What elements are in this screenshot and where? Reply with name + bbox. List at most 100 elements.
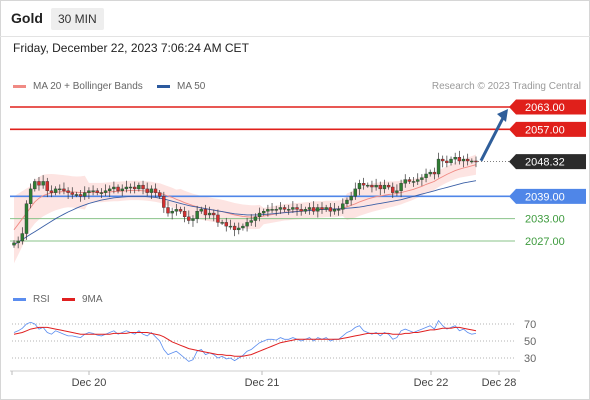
- candle-body: [424, 173, 428, 178]
- candle-body: [58, 188, 62, 191]
- candle-body: [316, 207, 320, 212]
- x-axis-label-dec-22: Dec 22: [414, 377, 449, 389]
- candle-body: [174, 209, 179, 212]
- forecast-arrow-shaft: [479, 115, 506, 162]
- candle-body: [237, 227, 241, 231]
- candle-body: [341, 203, 345, 210]
- candle-body: [453, 157, 457, 160]
- candle-body: [41, 181, 45, 186]
- ma50-line: [13, 180, 477, 246]
- research-credit: Research © 2023 Trading Central: [431, 81, 581, 92]
- candle-body: [257, 212, 262, 218]
- candle-body: [349, 196, 353, 201]
- candle-body: [370, 184, 374, 188]
- candle-body: [49, 190, 54, 193]
- legend-rsi: RSI: [13, 294, 50, 305]
- candle-body: [403, 179, 407, 184]
- header-divider: [0, 36, 590, 37]
- candle-body: [303, 209, 308, 212]
- candle-body: [282, 207, 287, 210]
- candle-body: [278, 207, 283, 210]
- ma9-swatch: [62, 298, 75, 301]
- candle-body: [287, 209, 291, 211]
- candle-body: [270, 209, 274, 211]
- candle-body: [378, 184, 382, 190]
- ma50-swatch: [157, 85, 170, 88]
- candle-body: [291, 207, 295, 210]
- candle-body: [116, 186, 120, 191]
- candle-body: [241, 225, 245, 229]
- candle-body: [33, 181, 37, 190]
- candle-body: [195, 211, 199, 219]
- candle-body: [170, 211, 174, 214]
- candle-body: [137, 184, 141, 190]
- candle-body: [449, 158, 453, 164]
- candle-body: [199, 209, 203, 212]
- candle-body: [45, 181, 49, 191]
- legend-rsi-label: RSI: [33, 294, 50, 305]
- instrument-title: Gold: [11, 10, 43, 26]
- legend-ma50: MA 50: [157, 81, 205, 92]
- level-label-2063.00: 2063.00: [525, 102, 565, 114]
- candle-body: [12, 242, 16, 246]
- candle-body: [83, 192, 87, 197]
- x-axis-label-dec-20: Dec 20: [72, 377, 107, 389]
- candle-body: [391, 186, 395, 193]
- candle-body: [353, 188, 357, 197]
- legend-9ma: 9MA: [62, 294, 103, 305]
- candle-body: [191, 218, 195, 221]
- candle-body: [366, 184, 370, 187]
- candle-body: [416, 179, 420, 182]
- candle-body: [357, 183, 362, 190]
- candle-body: [262, 211, 266, 214]
- candle-body: [178, 209, 183, 212]
- candle-body: [141, 184, 145, 190]
- timeframe-button[interactable]: 30 MIN: [51, 8, 104, 30]
- x-axis-label-dec-28: Dec 28: [482, 377, 517, 389]
- forecast-arrow-head: [497, 109, 508, 122]
- candle-body: [441, 158, 445, 162]
- candle-body: [299, 209, 303, 212]
- ma20-swatch: [13, 85, 26, 88]
- candle-body: [20, 233, 25, 242]
- candle-body: [220, 222, 224, 224]
- ma20-line: [13, 164, 477, 231]
- level-label-2027.00: 2027.00: [525, 236, 565, 248]
- candle-body: [74, 194, 79, 196]
- x-axis-label-dec-21: Dec 21: [245, 377, 280, 389]
- candle-body: [153, 188, 158, 193]
- candle-body: [274, 209, 278, 211]
- candle-body: [182, 211, 187, 218]
- candle-body: [99, 192, 104, 194]
- datetime-label: Friday, December 22, 2023 7:06:24 AM CET: [13, 41, 249, 55]
- candle-body: [374, 184, 378, 188]
- candle-body: [253, 216, 258, 221]
- candle-body: [474, 160, 478, 163]
- candle-body: [216, 214, 220, 223]
- candle-body: [108, 188, 112, 191]
- candle-body: [166, 207, 170, 214]
- candle-body: [95, 190, 99, 193]
- candle-body: [361, 183, 366, 186]
- candle-body: [395, 190, 399, 193]
- candles: [12, 150, 478, 249]
- candle-body: [37, 181, 41, 186]
- rsi-swatch: [13, 298, 26, 301]
- candle-body: [470, 160, 474, 163]
- candle-body: [91, 190, 95, 192]
- candle-body: [407, 179, 412, 182]
- rsi-tick-50: 50: [524, 336, 536, 348]
- candle-body: [411, 181, 416, 183]
- candle-body: [320, 207, 324, 210]
- candle-body: [428, 171, 432, 175]
- candle-body: [420, 177, 424, 180]
- candle-body: [128, 186, 133, 189]
- candle-body: [112, 186, 116, 190]
- candle-body: [249, 220, 253, 223]
- candle-body: [24, 203, 29, 234]
- candle-body: [70, 192, 74, 195]
- candle-body: [307, 207, 312, 210]
- candle-body: [224, 222, 228, 227]
- candle-body: [212, 212, 216, 216]
